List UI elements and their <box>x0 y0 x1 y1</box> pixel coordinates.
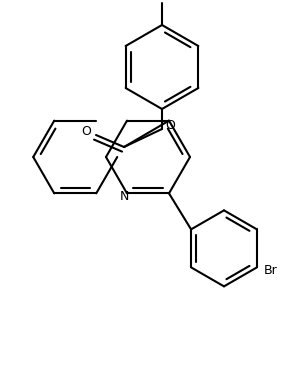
Text: Br: Br <box>264 264 278 277</box>
Text: O: O <box>81 125 91 138</box>
Text: O: O <box>165 119 175 131</box>
Text: N: N <box>119 190 129 203</box>
